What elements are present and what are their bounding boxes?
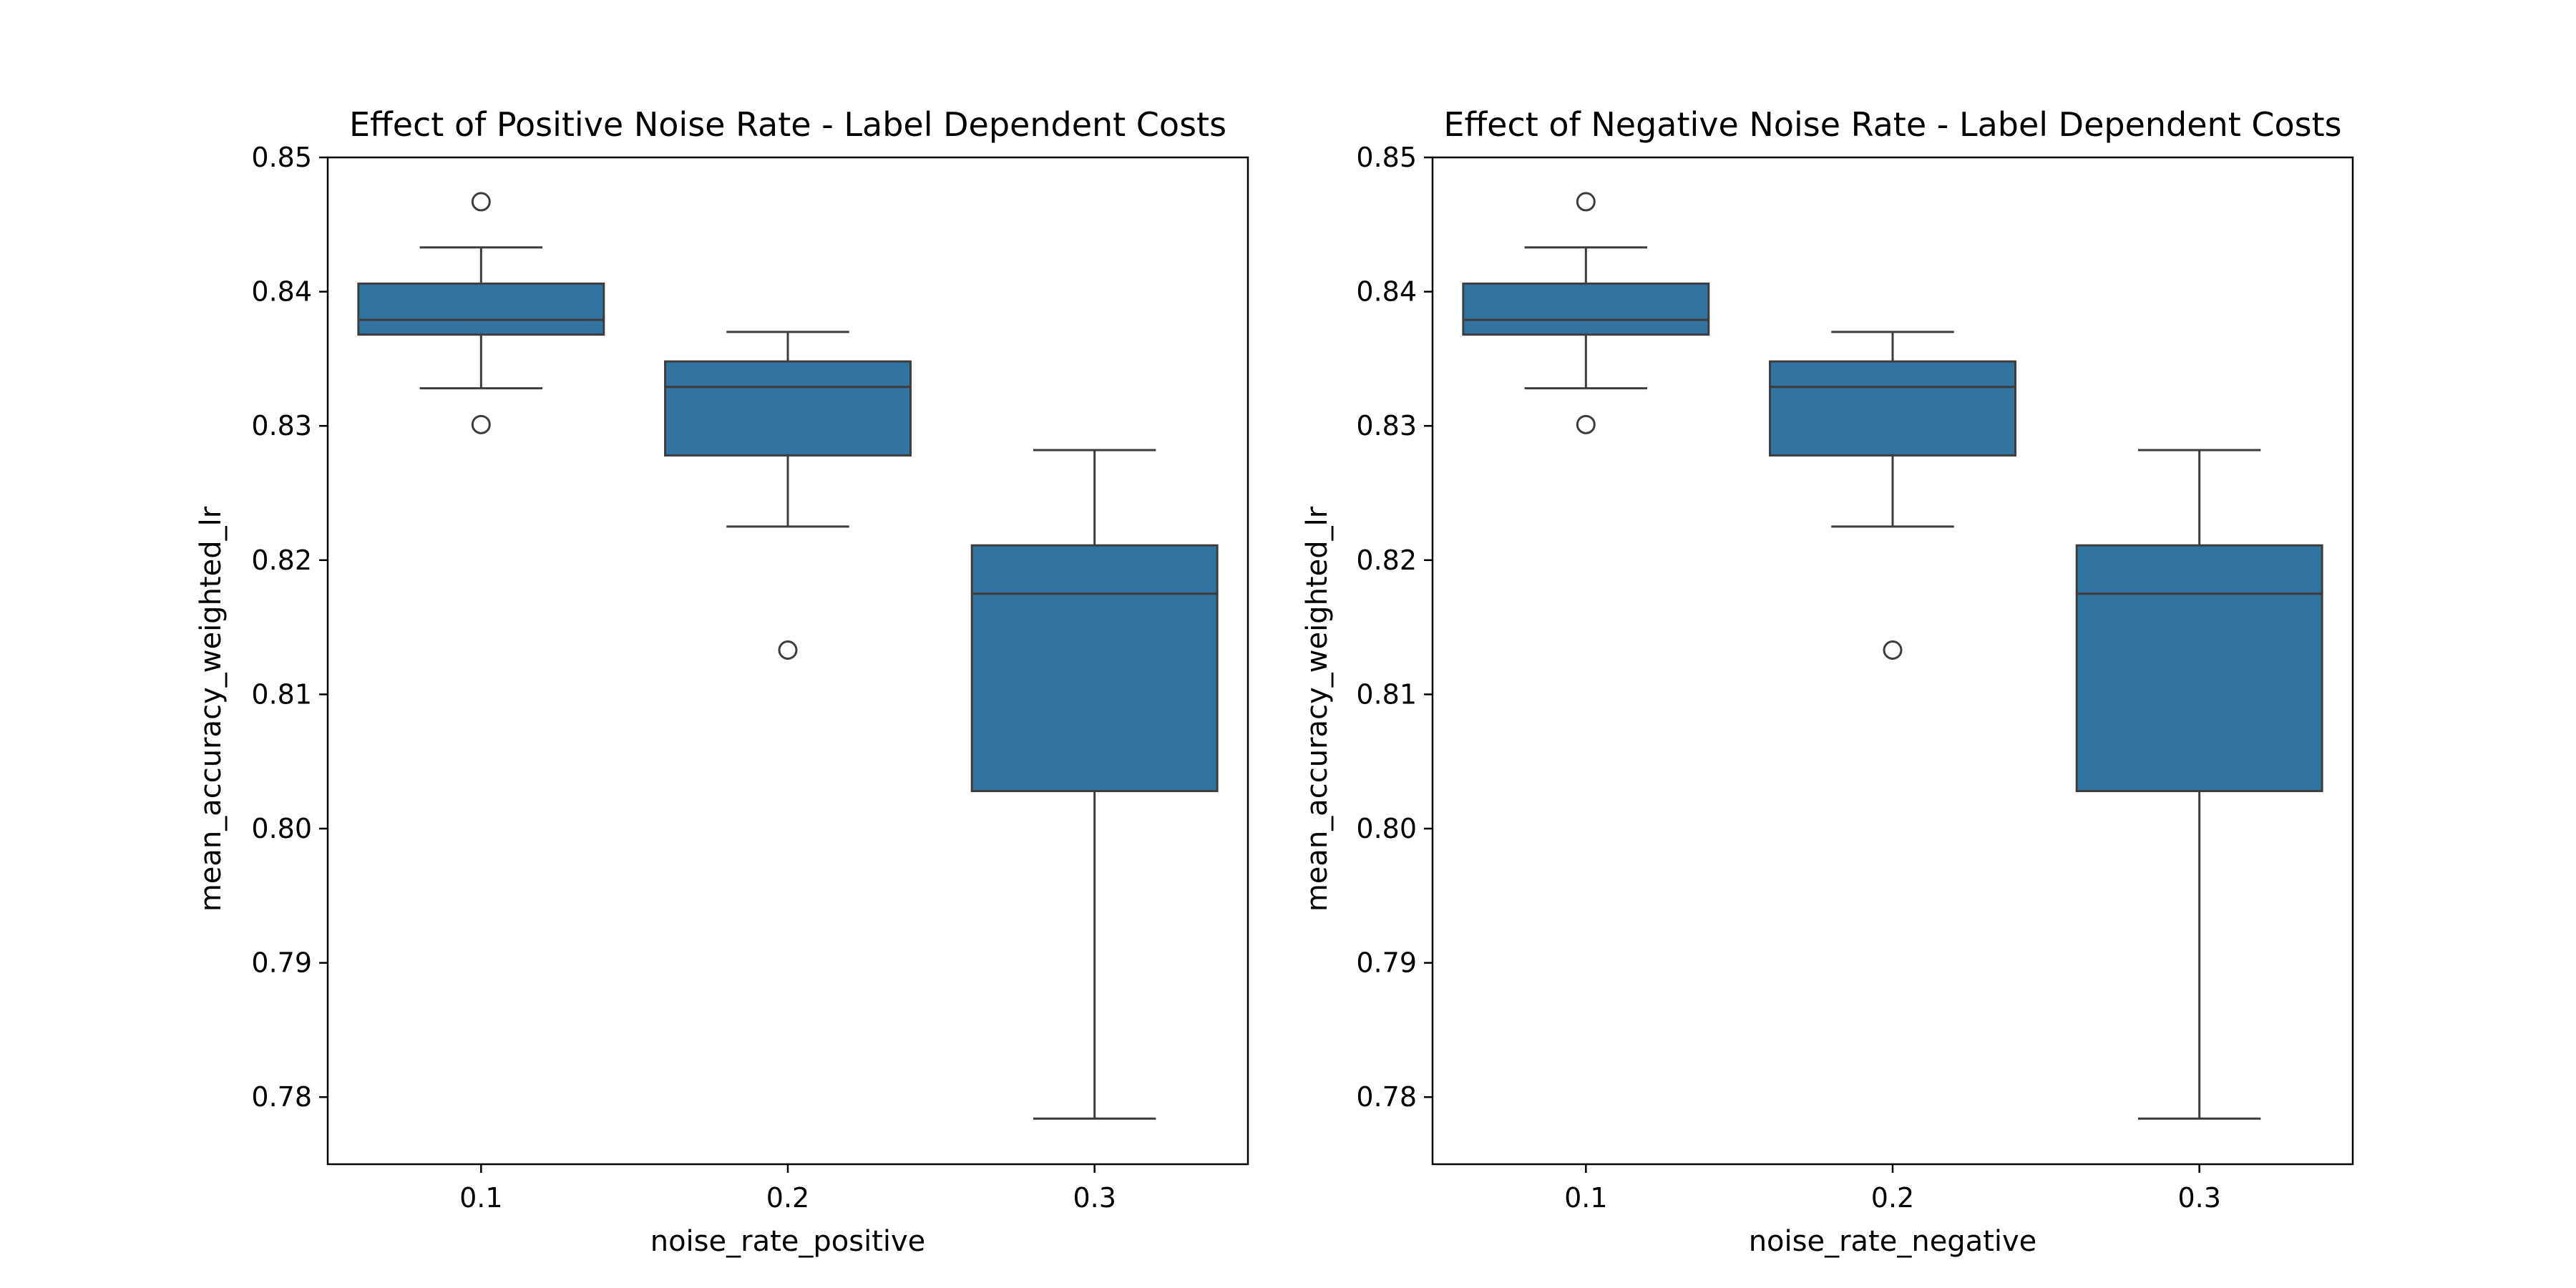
y-tick-label: 0.82 [1356,545,1417,576]
x-tick-label: 0.2 [766,1182,809,1214]
y-tick-label: 0.78 [251,1081,312,1113]
y-tick-label: 0.85 [1356,142,1417,173]
outlier-point [778,640,798,660]
y-tick-label: 0.79 [1356,947,1417,979]
plot-area: 0.78 0.79 0.80 0.81 0.82 0.83 0.84 0.85 0.1 0.2 0.… [1356,142,2323,1214]
outlier-point [1576,192,1596,212]
y-tick-label: 0.79 [251,947,312,979]
outlier-point [471,414,491,434]
y-tick-label: 0.83 [251,410,312,441]
box [1462,282,1710,336]
outlier-point [1883,640,1903,660]
y-tick-label: 0.84 [251,276,312,308]
y-tick-label: 0.81 [251,678,312,710]
x-tick-label: 0.3 [1073,1182,1116,1214]
x-axis-label: noise_rate_negative [1749,1225,2037,1258]
box [970,544,1219,792]
y-tick-label: 0.83 [1356,410,1417,441]
y-tick-label: 0.85 [251,142,312,173]
box [664,360,912,457]
y-tick-label: 0.82 [251,545,312,576]
outlier-point [1576,414,1596,434]
chart-title: Effect of Positive Noise Rate - Label De… [349,105,1226,144]
box [1769,360,2016,457]
y-axis-label: mean_accuracy_weighted_lr [1301,506,1334,912]
plot-area: 0.78 0.79 0.80 0.81 0.82 0.83 0.84 0.85 0.1 0.2 0.… [251,142,1219,1214]
y-tick-label: 0.78 [1356,1081,1417,1113]
x-tick-label: 0.1 [459,1182,502,1214]
y-tick-label: 0.84 [1356,276,1417,308]
y-tick-label: 0.80 [1356,813,1417,844]
x-tick-label: 0.2 [1871,1182,1914,1214]
positive-noise-panel: Effect of Positive Noise Rate - Label De… [195,105,1249,1258]
y-tick-label: 0.81 [1356,678,1417,710]
outlier-point [471,192,491,212]
axes-frame [1431,156,2354,1166]
x-tick-label: 0.3 [2177,1182,2220,1214]
axes-frame [326,156,1249,1166]
box [2075,544,2323,792]
x-tick-label: 0.1 [1564,1182,1607,1214]
x-axis-label: noise_rate_positive [650,1225,926,1258]
y-tick-label: 0.80 [251,813,312,844]
y-axis-label: mean_accuracy_weighted_lr [195,506,228,912]
chart-title: Effect of Negative Noise Rate - Label De… [1443,105,2341,144]
negative-noise-panel: Effect of Negative Noise Rate - Label De… [1301,105,2354,1258]
box [357,282,605,336]
